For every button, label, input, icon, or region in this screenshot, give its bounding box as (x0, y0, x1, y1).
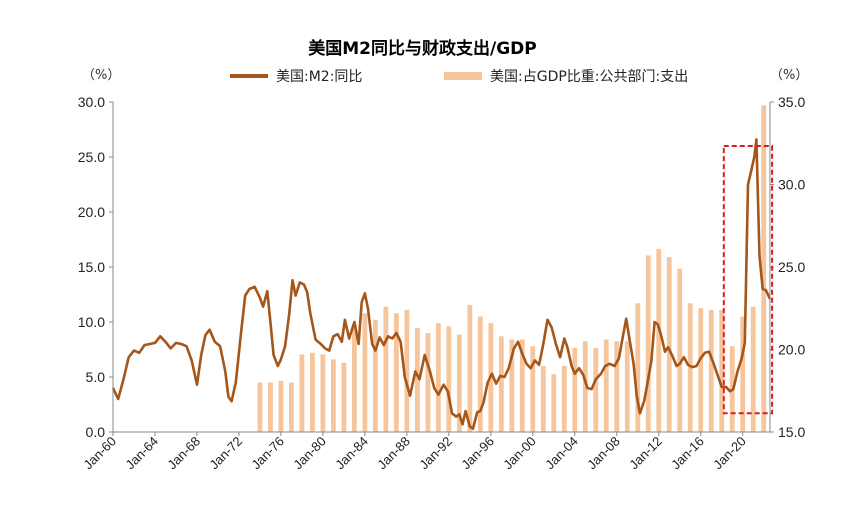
left-tick-label: 10.0 (78, 314, 105, 330)
spending-bar-2022 (761, 105, 767, 433)
spending-bar-1982 (341, 362, 347, 432)
spending-bar-1980 (320, 354, 326, 432)
spending-bar-1985 (372, 319, 378, 432)
spending-bar-1987 (393, 313, 399, 432)
spending-bar-1998 (509, 339, 515, 432)
spending-bar-1989 (414, 328, 420, 432)
spending-bar-1992 (446, 326, 452, 432)
x-tick-label: Jan-00 (500, 434, 539, 473)
spending-bar-2013 (666, 257, 672, 432)
x-tick-label: Jan-16 (668, 434, 707, 473)
spending-bar-1978 (299, 354, 305, 432)
x-tick-label: Jan-64 (122, 434, 161, 473)
spending-bar-1986 (383, 306, 389, 432)
spending-bar-2002 (551, 374, 557, 432)
legend-label-m2: 美国:M2:同比 (276, 69, 363, 85)
spending-bar-2001 (540, 366, 546, 432)
right-tick-label: 35.0 (778, 94, 805, 110)
spending-bar-2010 (635, 303, 641, 432)
x-tick-label: Jan-80 (290, 434, 329, 473)
right-tick-label: 15.0 (778, 424, 805, 440)
spending-bar-2005 (582, 341, 588, 432)
spending-bar-2016 (698, 308, 704, 432)
spending-bar-2018 (719, 309, 725, 432)
left-tick-label: 0.0 (86, 424, 106, 440)
spending-bar-1979 (310, 352, 315, 432)
left-tick-label: 25.0 (78, 149, 105, 165)
chart-title: 美国M2同比与财政支出/GDP (308, 39, 537, 59)
x-tick-label: Jan-96 (458, 434, 497, 473)
legend-bar-swatch (444, 72, 482, 80)
spending-bar-1994 (467, 304, 473, 432)
spending-bar-1999 (519, 339, 525, 432)
spending-bar-2012 (656, 248, 662, 432)
spending-bar-2007 (603, 339, 609, 432)
spending-bar-2021 (750, 306, 756, 432)
left-tick-label: 15.0 (78, 259, 105, 275)
spending-bar-1984 (362, 313, 368, 432)
left-tick-label: 20.0 (78, 204, 105, 220)
x-tick-label: Jan-68 (164, 434, 203, 473)
x-tick-label: Jan-08 (584, 434, 623, 473)
spending-bar-1981 (330, 359, 336, 432)
spending-bar-1988 (404, 309, 410, 432)
legend-label-spending: 美国:占GDP比重:公共部门:支出 (490, 69, 689, 85)
spending-bar-1977 (289, 382, 294, 432)
spending-bar-1975 (268, 382, 273, 432)
legend-line-swatch (230, 74, 268, 78)
x-tick-label: Jan-92 (416, 434, 455, 473)
spending-bar-2003 (561, 366, 567, 432)
spending-bar-2014 (677, 268, 683, 432)
legend-item-m2: 美国:M2:同比 (230, 66, 362, 86)
spending-bar-1974 (257, 382, 263, 432)
spending-bar-1997 (498, 336, 504, 432)
x-tick-label: Jan-04 (542, 434, 581, 473)
spending-bar-2000 (530, 346, 536, 432)
spending-bar-2015 (687, 303, 693, 432)
spending-bar-1976 (278, 380, 284, 432)
right-axis-unit: （%） (770, 68, 809, 83)
x-tick-label: Jan-88 (374, 434, 413, 473)
highlight-box (722, 145, 774, 415)
spending-bar-2006 (593, 347, 599, 432)
spending-bar-2008 (614, 341, 620, 432)
x-tick-label: Jan-76 (248, 434, 287, 473)
spending-bar-1991 (435, 323, 441, 432)
x-tick-label: Jan-72 (206, 434, 245, 473)
spending-bar-2020 (740, 316, 746, 432)
spending-bar-1993 (456, 334, 462, 432)
spending-bar-2004 (572, 347, 578, 432)
spending-bar-2017 (708, 309, 714, 432)
spending-bar-1983 (351, 324, 357, 432)
x-tick-label: Jan-84 (332, 434, 371, 473)
left-tick-label: 30.0 (78, 94, 105, 110)
spending-bar-1995 (477, 316, 483, 432)
left-tick-label: 5.0 (86, 369, 106, 385)
legend-item-spending: 美国:占GDP比重:公共部门:支出 (444, 66, 688, 86)
m2-growth-line (111, 138, 772, 430)
x-tick-label: Jan-20 (710, 434, 749, 473)
spending-bar-1990 (425, 333, 431, 432)
x-tick-label: Jan-12 (626, 434, 665, 473)
spending-bar-2011 (645, 255, 651, 432)
right-tick-label: 25.0 (778, 259, 805, 275)
right-tick-label: 30.0 (778, 177, 805, 193)
left-axis-unit: （%） (82, 68, 121, 83)
right-tick-label: 20.0 (778, 342, 805, 358)
spending-bar-2009 (624, 341, 630, 432)
